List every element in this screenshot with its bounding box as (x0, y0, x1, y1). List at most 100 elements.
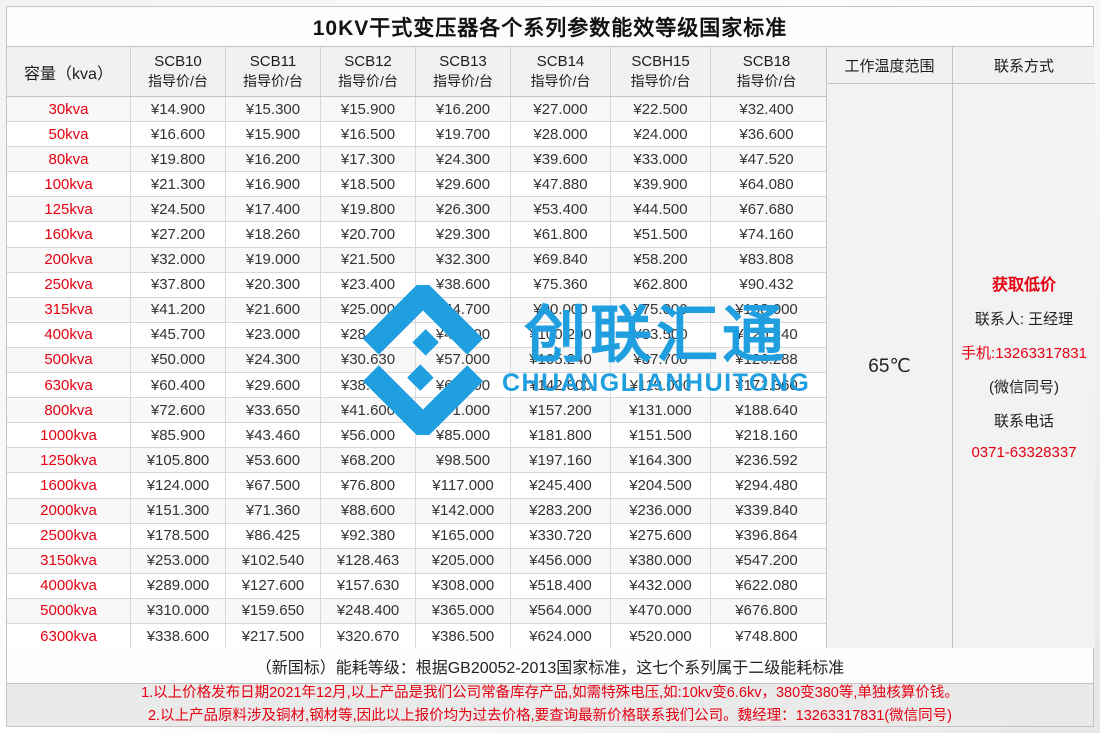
price-cell: ¥60.400 (131, 373, 226, 398)
contact-column: 联系方式 获取低价 联系人: 王经理 手机:13263317831 (微信同号) 联系电… (953, 47, 1095, 648)
price-cell: ¥75.360 (511, 272, 611, 297)
price-cell: ¥157.200 (511, 398, 611, 423)
price-cell: ¥16.200 (416, 97, 511, 122)
series-name: SCB12 (344, 52, 392, 70)
price-cell: ¥36.600 (739, 125, 794, 143)
series-subtitle: 指导价/台 (338, 72, 398, 89)
capacity-cell: 1250kva (7, 448, 131, 473)
standard-note-row: （新国标）能耗等级：根据GB20052-2013国家标准，这七个系列属于二级能耗… (7, 648, 1093, 684)
series-name: SCB10 (154, 52, 202, 70)
series-header-scb18: SCB18 指导价/台 (711, 47, 822, 96)
capacity-cell: 2500kva (7, 523, 131, 548)
price-cell: ¥64.080 (739, 175, 794, 193)
price-cell: ¥117.000 (416, 473, 511, 498)
price-cell: ¥45.700 (131, 322, 226, 347)
price-cell: ¥15.300 (226, 97, 321, 122)
capacity-cell: 160kva (7, 222, 131, 247)
table-header-row: 容量（kva） SCB10 指导价/台 SCB11 指导价/台 SCB12 指导价/台 SC… (7, 47, 826, 97)
price-cell: ¥72.600 (131, 398, 226, 423)
price-cell: ¥338.600 (131, 623, 226, 649)
page-title: 10KV干式变压器各个系列参数能效等级国家标准 (312, 16, 788, 40)
price-cell: ¥124.000 (131, 473, 226, 498)
price-cell: ¥53.400 (511, 197, 611, 222)
series-name: SCB13 (439, 52, 487, 70)
table-row: 5000kva ¥310.000 ¥159.650 ¥248.400 ¥365.000 ¥… (7, 598, 826, 624)
price-cell: ¥218.160 (735, 426, 798, 444)
price-cell: ¥22.500 (611, 97, 711, 122)
price-cell: ¥74.160 (739, 226, 794, 244)
price-cell: ¥21.300 (131, 172, 226, 197)
price-cell: ¥57.000 (416, 347, 511, 373)
price-cell: ¥25.000 (321, 297, 416, 322)
price-cell: ¥142.000 (416, 498, 511, 523)
series-subtitle: 指导价/台 (736, 72, 797, 89)
capacity-header: 容量（kva） (7, 47, 131, 96)
price-cell: ¥14.900 (131, 97, 226, 122)
price-cell: ¥188.640 (735, 401, 798, 419)
table-row: 3150kva ¥253.000 ¥102.540 ¥128.463 ¥205.000 ¥… (7, 548, 826, 574)
price-cell: ¥27.200 (131, 222, 226, 247)
price-cell: ¥16.500 (321, 122, 416, 147)
series-header-scb12: SCB12 指导价/台 (321, 47, 416, 96)
temperature-value: 65℃ (868, 355, 911, 377)
contact-line: 手机:13263317831 (961, 345, 1087, 362)
price-cell: ¥330.720 (511, 523, 611, 548)
price-cell: ¥19.800 (321, 197, 416, 222)
price-cell: ¥28.000 (511, 122, 611, 147)
price-cell: ¥32.400 (739, 100, 794, 118)
price-cell: ¥69.840 (511, 247, 611, 272)
table-row: 125kva ¥24.500 ¥17.400 ¥19.800 ¥26.300 ¥53.40… (7, 197, 826, 223)
price-cell: ¥17.400 (226, 197, 321, 222)
price-cell: ¥29.600 (226, 373, 321, 398)
capacity-cell: 30kva (7, 97, 131, 122)
price-cell: ¥24.300 (226, 347, 321, 373)
price-cell: ¥159.650 (226, 598, 321, 623)
series-subtitle: 指导价/台 (630, 72, 691, 89)
table-row: 50kva ¥16.600 ¥15.900 ¥16.500 ¥19.700 ¥28.000… (7, 122, 826, 148)
price-cell: ¥518.400 (511, 573, 611, 598)
table-row: 100kva ¥21.300 ¥16.900 ¥18.500 ¥29.600 ¥47.88… (7, 172, 826, 198)
contact-line: (微信同号) (989, 379, 1059, 396)
capacity-cell: 630kva (7, 373, 131, 398)
table-row: 200kva ¥32.000 ¥19.000 ¥21.500 ¥32.300 ¥69.84… (7, 247, 826, 273)
price-cell: ¥142.800 (511, 373, 611, 398)
price-cell: ¥88.600 (321, 498, 416, 523)
price-cell: ¥339.840 (735, 502, 798, 520)
price-cell: ¥21.500 (321, 247, 416, 272)
price-cell: ¥39.600 (511, 147, 611, 172)
price-cell: ¥90.000 (511, 297, 611, 322)
price-cell: ¥71.360 (226, 498, 321, 523)
price-cell: ¥67.500 (226, 473, 321, 498)
price-cell: ¥197.160 (511, 448, 611, 473)
price-cell: ¥126.288 (735, 351, 798, 369)
contact-line: 联系人: 王经理 (974, 311, 1074, 328)
price-cell: ¥38.600 (416, 272, 511, 297)
price-cell: ¥119.000 (611, 373, 711, 398)
price-cell: ¥102.540 (226, 548, 321, 573)
price-cell: ¥396.864 (735, 527, 798, 545)
price-cell: ¥44.700 (416, 297, 511, 322)
price-cell: ¥236.000 (611, 498, 711, 523)
capacity-cell: 250kva (7, 272, 131, 297)
price-cell: ¥19.800 (131, 147, 226, 172)
price-cell: ¥20.700 (321, 222, 416, 247)
capacity-cell: 315kva (7, 297, 131, 322)
capacity-cell: 200kva (7, 247, 131, 272)
price-cell: ¥151.500 (611, 423, 711, 448)
price-cell: ¥456.000 (511, 548, 611, 573)
series-subtitle: 指导价/台 (433, 72, 493, 89)
table-row: 500kva ¥50.000 ¥24.300 ¥30.630 ¥57.000 ¥105.2… (7, 347, 826, 374)
price-cell: ¥15.900 (226, 122, 321, 147)
price-cell: ¥289.000 (131, 573, 226, 598)
table-row: 630kva ¥60.400 ¥29.600 ¥38.630 ¥62.100 ¥142.8… (7, 373, 826, 399)
price-cell: ¥127.600 (226, 573, 321, 598)
table-row: 800kva ¥72.600 ¥33.650 ¥41.600 ¥71.000 ¥157.2… (7, 398, 826, 424)
price-cell: ¥68.200 (321, 448, 416, 473)
price-cell: ¥51.500 (611, 222, 711, 247)
price-cell: ¥33.000 (611, 147, 711, 172)
temperature-column: 工作温度范围 65℃ (827, 47, 953, 648)
price-cell: ¥204.500 (611, 473, 711, 498)
table-row: 315kva ¥41.200 ¥21.600 ¥25.000 ¥44.700 ¥90.00… (7, 297, 826, 323)
price-cell: ¥24.300 (416, 147, 511, 172)
price-cell: ¥47.520 (739, 150, 794, 168)
